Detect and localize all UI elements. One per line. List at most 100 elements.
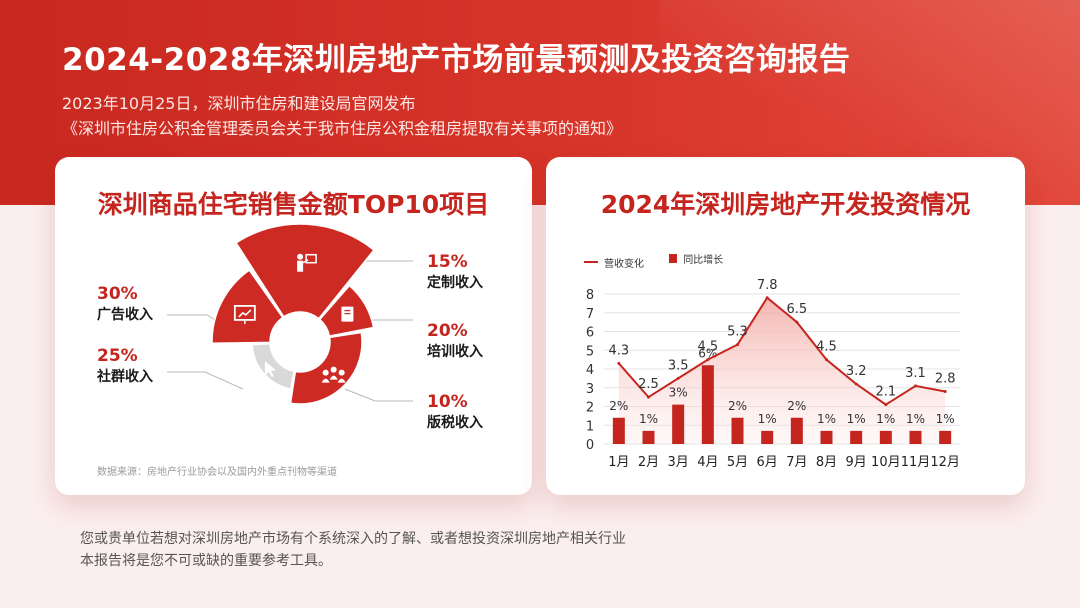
legend-bar-swatch (669, 254, 678, 263)
growth-bar (612, 417, 625, 444)
page-title: 2024-2028年深圳房地产市场前景预测及投资咨询报告 (62, 42, 851, 78)
line-value-label: 7.8 (757, 278, 778, 293)
segment-name: 社群收入 (97, 369, 153, 385)
line-value-label: 2.5 (638, 377, 659, 392)
bar-value-label: 2% (609, 399, 628, 413)
line-value-label: 2.1 (875, 385, 896, 400)
leader-line-community (167, 371, 244, 390)
y-tick-label: 7 (586, 307, 594, 322)
growth-bar (731, 417, 744, 444)
revenue-point (676, 376, 680, 380)
subtitle-date: 2023年10月25日，深圳市住房和建设局官网发布 (62, 94, 416, 113)
legend-line-swatch (584, 261, 598, 263)
segment-label-community: 25% 社群收入 (97, 345, 153, 387)
y-tick-label: 8 (586, 288, 594, 303)
bar-value-label: 1% (936, 412, 955, 426)
growth-bar (642, 430, 655, 444)
line-value-label: 3.5 (668, 358, 689, 373)
revenue-point (765, 296, 769, 300)
line-value-label: 3.1 (905, 366, 926, 381)
growth-bar (761, 430, 774, 444)
growth-bar (909, 430, 922, 444)
book-icon (341, 306, 354, 322)
segment-name: 版税收入 (427, 415, 483, 431)
top10-card-title: 深圳商品住宅销售金额TOP10项目 (97, 190, 490, 219)
segment-pct: 25% (97, 346, 138, 366)
revenue-point (706, 358, 710, 362)
bar-value-label: 1% (817, 412, 836, 426)
revenue-point (617, 361, 621, 365)
x-tick-label: 5月 (727, 455, 748, 470)
segment-pct: 20% (427, 321, 468, 341)
presentation-board-icon (233, 304, 256, 324)
line-value-label: 6.5 (786, 302, 807, 317)
x-tick-label: 3月 (668, 455, 689, 470)
donut-slice-training (235, 223, 375, 320)
growth-bar (939, 430, 952, 444)
growth-bar (790, 417, 803, 444)
cursor-icon (264, 361, 276, 378)
x-tick-label: 8月 (816, 455, 837, 470)
segment-pct: 30% (97, 284, 138, 304)
segment-name: 定制收入 (427, 275, 483, 291)
segment-name: 广告收入 (97, 307, 153, 323)
revenue-point (914, 384, 917, 388)
x-tick-label: 7月 (786, 455, 807, 470)
donut-slice-community (289, 331, 363, 405)
segment-label-royalty: 10% 版税收入 (427, 391, 483, 433)
x-tick-label: 10月 (871, 455, 901, 470)
revenue-point (854, 382, 858, 386)
y-tick-label: 0 (586, 438, 594, 453)
line-value-label: 4.5 (816, 340, 837, 355)
line-value-label: 3.2 (846, 364, 867, 379)
line-value-label: 5.3 (727, 325, 748, 340)
x-tick-label: 4月 (697, 455, 718, 470)
revenue-line (618, 296, 946, 406)
y-tick-label: 1 (586, 419, 594, 434)
y-tick-label: 4 (586, 363, 594, 378)
segment-label-ad: 30% 广告收入 (97, 283, 153, 325)
top10-projects-card: 深圳商品住宅销售金额TOP10项目 30% 广告收入 25% 社群收入 15% … (55, 157, 532, 495)
line-value-label: 4.3 (608, 343, 629, 358)
segment-name: 培训收入 (427, 344, 483, 360)
growth-bar (850, 430, 863, 444)
group-icon (321, 366, 346, 383)
y-tick-label: 3 (586, 382, 594, 397)
data-source-note: 数据来源：房地产行业协会以及国内外重点刊物等渠道 (97, 467, 337, 478)
growth-bar (879, 430, 892, 444)
y-tick-label: 5 (586, 344, 594, 359)
legend-bar-label: 同比增长 (683, 255, 724, 266)
growth-bar (820, 430, 833, 444)
revenue-point (825, 358, 828, 362)
segment-pct: 10% (427, 392, 468, 412)
legend-line-label: 营收变化 (604, 258, 644, 270)
subtitle-notice: 《深圳市住房公积金管理委员会关于我市住房公积金租房提取有关事项的通知》 (62, 119, 623, 138)
revenue-point (884, 403, 888, 407)
footer-line-1: 您或贵单位若想对深圳房地产市场有个系统深入的了解、或者想投资深圳房地产相关行业 (80, 531, 626, 547)
line-value-label: 2.8 (935, 372, 956, 387)
segment-donut-chart (167, 223, 413, 405)
chart-legend: 营收变化 同比增长 (584, 251, 745, 270)
leader-line-royalty (344, 388, 413, 402)
investment-card-title: 2024年深圳房地产开发投资情况 (600, 190, 971, 219)
bar-value-label: 1% (639, 412, 658, 426)
bar-value-label: 1% (758, 412, 777, 426)
x-tick-label: 9月 (846, 455, 867, 470)
y-tick-label: 6 (586, 326, 594, 341)
revenue-area (618, 297, 946, 444)
growth-bar (701, 365, 714, 444)
segment-label-training: 20% 培训收入 (427, 320, 483, 362)
growth-bar (672, 404, 685, 444)
revenue-point (943, 390, 947, 393)
y-tick-label: 2 (586, 401, 594, 416)
bar-value-label: 2% (787, 399, 806, 413)
revenue-point (736, 343, 739, 347)
segment-pct: 15% (427, 252, 468, 272)
donut-slice-ad (251, 342, 296, 390)
segment-label-custom: 15% 定制收入 (427, 251, 483, 293)
footer-note: 您或贵单位若想对深圳房地产市场有个系统深入的了解、或者想投资深圳房地产相关行业 … (80, 528, 626, 572)
x-tick-label: 11月 (901, 455, 931, 470)
revenue-point (647, 395, 650, 399)
x-tick-label: 2月 (638, 455, 659, 470)
